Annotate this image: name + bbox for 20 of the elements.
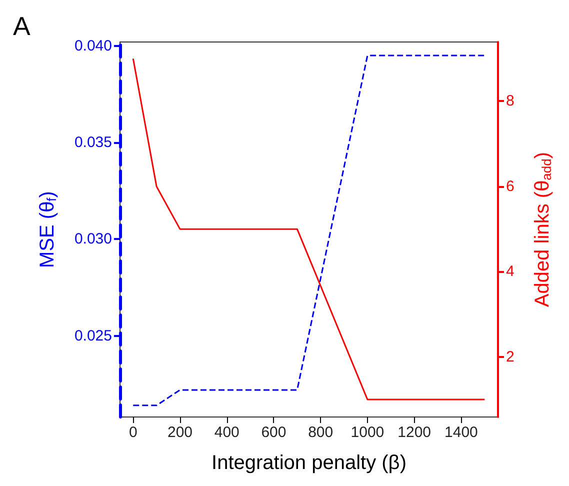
y2-tick-label: 6	[506, 178, 514, 195]
y-tick-label: 0.025	[74, 327, 112, 344]
x-tick-label: 800	[308, 424, 334, 441]
x-tick-label: 1400	[444, 424, 478, 441]
chart-title: A	[13, 11, 31, 41]
x-tick-label: 200	[167, 424, 193, 441]
y2-axis-title: Added links (θadd)	[532, 152, 554, 308]
y-tick-label: 0.040	[74, 37, 112, 54]
y2-tick-label: 4	[506, 263, 514, 280]
x-tick-label: 600	[261, 424, 286, 441]
y-axis-title: MSE (θf)	[36, 191, 59, 268]
y-tick-label: 0.030	[74, 230, 112, 248]
x-tick-label: 400	[214, 424, 240, 441]
x-tick-label: 1200	[398, 424, 432, 441]
y-tick-label: 0.035	[74, 134, 112, 152]
y2-tick-label: 2	[506, 348, 514, 366]
x-axis-title: Integration penalty (β)	[212, 452, 406, 474]
y2-tick-label: 8	[506, 92, 514, 110]
x-tick-label: 0	[128, 424, 138, 441]
x-tick-label: 1000	[350, 424, 384, 441]
